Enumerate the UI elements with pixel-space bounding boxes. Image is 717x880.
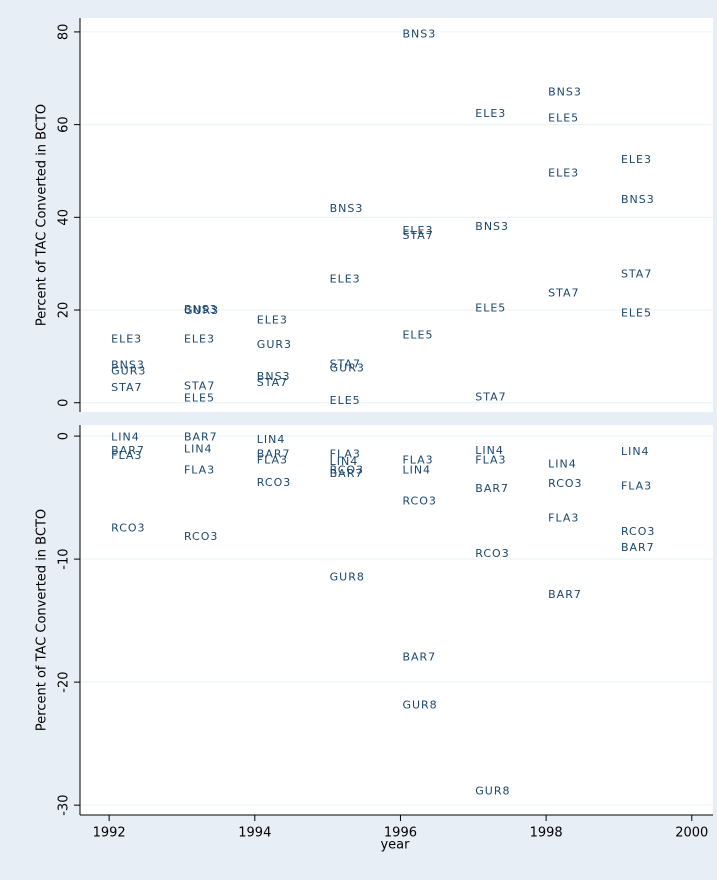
point-label: BNS3	[330, 202, 364, 215]
point-label: BNS3	[111, 359, 145, 372]
point-label: FLA3	[111, 449, 142, 462]
point-label: BAR7	[621, 541, 655, 554]
plot-area	[80, 18, 713, 412]
point-label: GUR3	[330, 361, 365, 374]
point-label: BAR7	[402, 651, 436, 664]
point-label: ELE3	[111, 333, 142, 346]
point-label: FLA3	[621, 480, 652, 493]
point-label: ELE5	[621, 306, 652, 319]
point-label: STA7	[475, 391, 506, 404]
point-label: BAR7	[257, 448, 291, 461]
point-label: ELE5	[402, 329, 433, 342]
y-tick-label: 40	[57, 209, 72, 226]
point-label: RCO3	[548, 477, 582, 490]
point-label: BNS3	[184, 303, 218, 316]
point-label: STA7	[402, 229, 433, 242]
point-label: ELE5	[475, 302, 506, 315]
y-axis-title: Percent of TAC Converted in BCTO	[35, 104, 50, 326]
point-label: ELE3	[621, 153, 652, 166]
point-label: RCO3	[111, 521, 145, 534]
point-label: FLA3	[402, 454, 433, 467]
point-label: ELE3	[402, 224, 433, 237]
y-tick-label: 20	[57, 302, 72, 319]
point-label: RCO3	[475, 547, 509, 560]
point-label: GUR3	[184, 304, 219, 317]
y-tick-label: 0	[57, 399, 72, 407]
point-label: RCO3	[330, 464, 364, 477]
point-label: STA7	[330, 358, 361, 371]
point-label: LIN4	[402, 464, 431, 477]
point-label: FLA3	[548, 512, 579, 525]
point-label: LIN4	[548, 457, 577, 470]
point-label: BNS3	[257, 370, 291, 383]
point-label: LIN4	[330, 455, 359, 468]
point-label: LIN4	[184, 443, 213, 456]
point-label: ELE3	[548, 167, 579, 180]
point-label: GUR3	[257, 338, 292, 351]
point-label: BNS3	[548, 86, 582, 99]
point-label: BAR7	[111, 444, 145, 457]
y-tick-label: 80	[57, 24, 72, 41]
y-tick-label: -20	[57, 672, 72, 693]
point-label: FLA3	[475, 454, 506, 467]
point-label: ELE3	[330, 272, 361, 285]
point-label: BNS3	[621, 193, 655, 206]
point-label: RCO3	[257, 476, 291, 489]
y-tick-label: -10	[57, 548, 72, 569]
x-axis-title: year	[380, 838, 410, 853]
point-label: BNS3	[475, 220, 509, 233]
point-label: BAR7	[330, 467, 364, 480]
point-label: GUR8	[330, 571, 365, 584]
point-label: ELE5	[330, 394, 361, 407]
x-tick-label: 2000	[675, 826, 708, 841]
point-label: ELE3	[475, 107, 506, 120]
point-label: RCO3	[184, 530, 218, 543]
x-tick-label: 1998	[530, 826, 563, 841]
point-label: FLA3	[257, 454, 288, 467]
point-label: LIN4	[475, 444, 504, 457]
point-label: STA7	[621, 267, 652, 280]
point-label: ELE3	[257, 314, 288, 327]
point-label: GUR3	[111, 365, 146, 378]
point-label: BAR7	[184, 430, 218, 443]
point-label: LIN4	[257, 433, 286, 446]
point-label: LIN4	[111, 430, 140, 443]
x-tick-label: 1992	[93, 826, 126, 841]
y-tick-label: 0	[57, 432, 72, 440]
point-label: RCO3	[621, 525, 655, 538]
y-tick-label: 60	[57, 116, 72, 133]
point-label: BNS3	[402, 28, 436, 41]
point-label: FLA3	[330, 448, 361, 461]
point-label: BAR7	[548, 588, 582, 601]
point-label: BAR7	[475, 482, 509, 495]
point-label: FLA3	[184, 464, 215, 477]
plot-area	[80, 425, 713, 815]
point-label: ELE5	[548, 112, 579, 125]
point-label: GUR8	[402, 699, 437, 712]
point-label: LIN4	[621, 445, 650, 458]
point-label: STA7	[184, 380, 215, 393]
y-tick-label: -30	[57, 795, 72, 816]
point-label: STA7	[257, 376, 288, 389]
point-label: GUR8	[475, 785, 510, 798]
point-label: ELE5	[184, 392, 215, 405]
point-label: STA7	[548, 286, 579, 299]
point-label: ELE3	[184, 333, 215, 346]
x-tick-label: 1994	[238, 826, 271, 841]
point-label: STA7	[111, 381, 142, 394]
y-axis-title: Percent of TAC Converted in BCTO	[35, 509, 50, 731]
point-label: RCO3	[402, 494, 436, 507]
x-tick-label: 1996	[384, 826, 417, 841]
